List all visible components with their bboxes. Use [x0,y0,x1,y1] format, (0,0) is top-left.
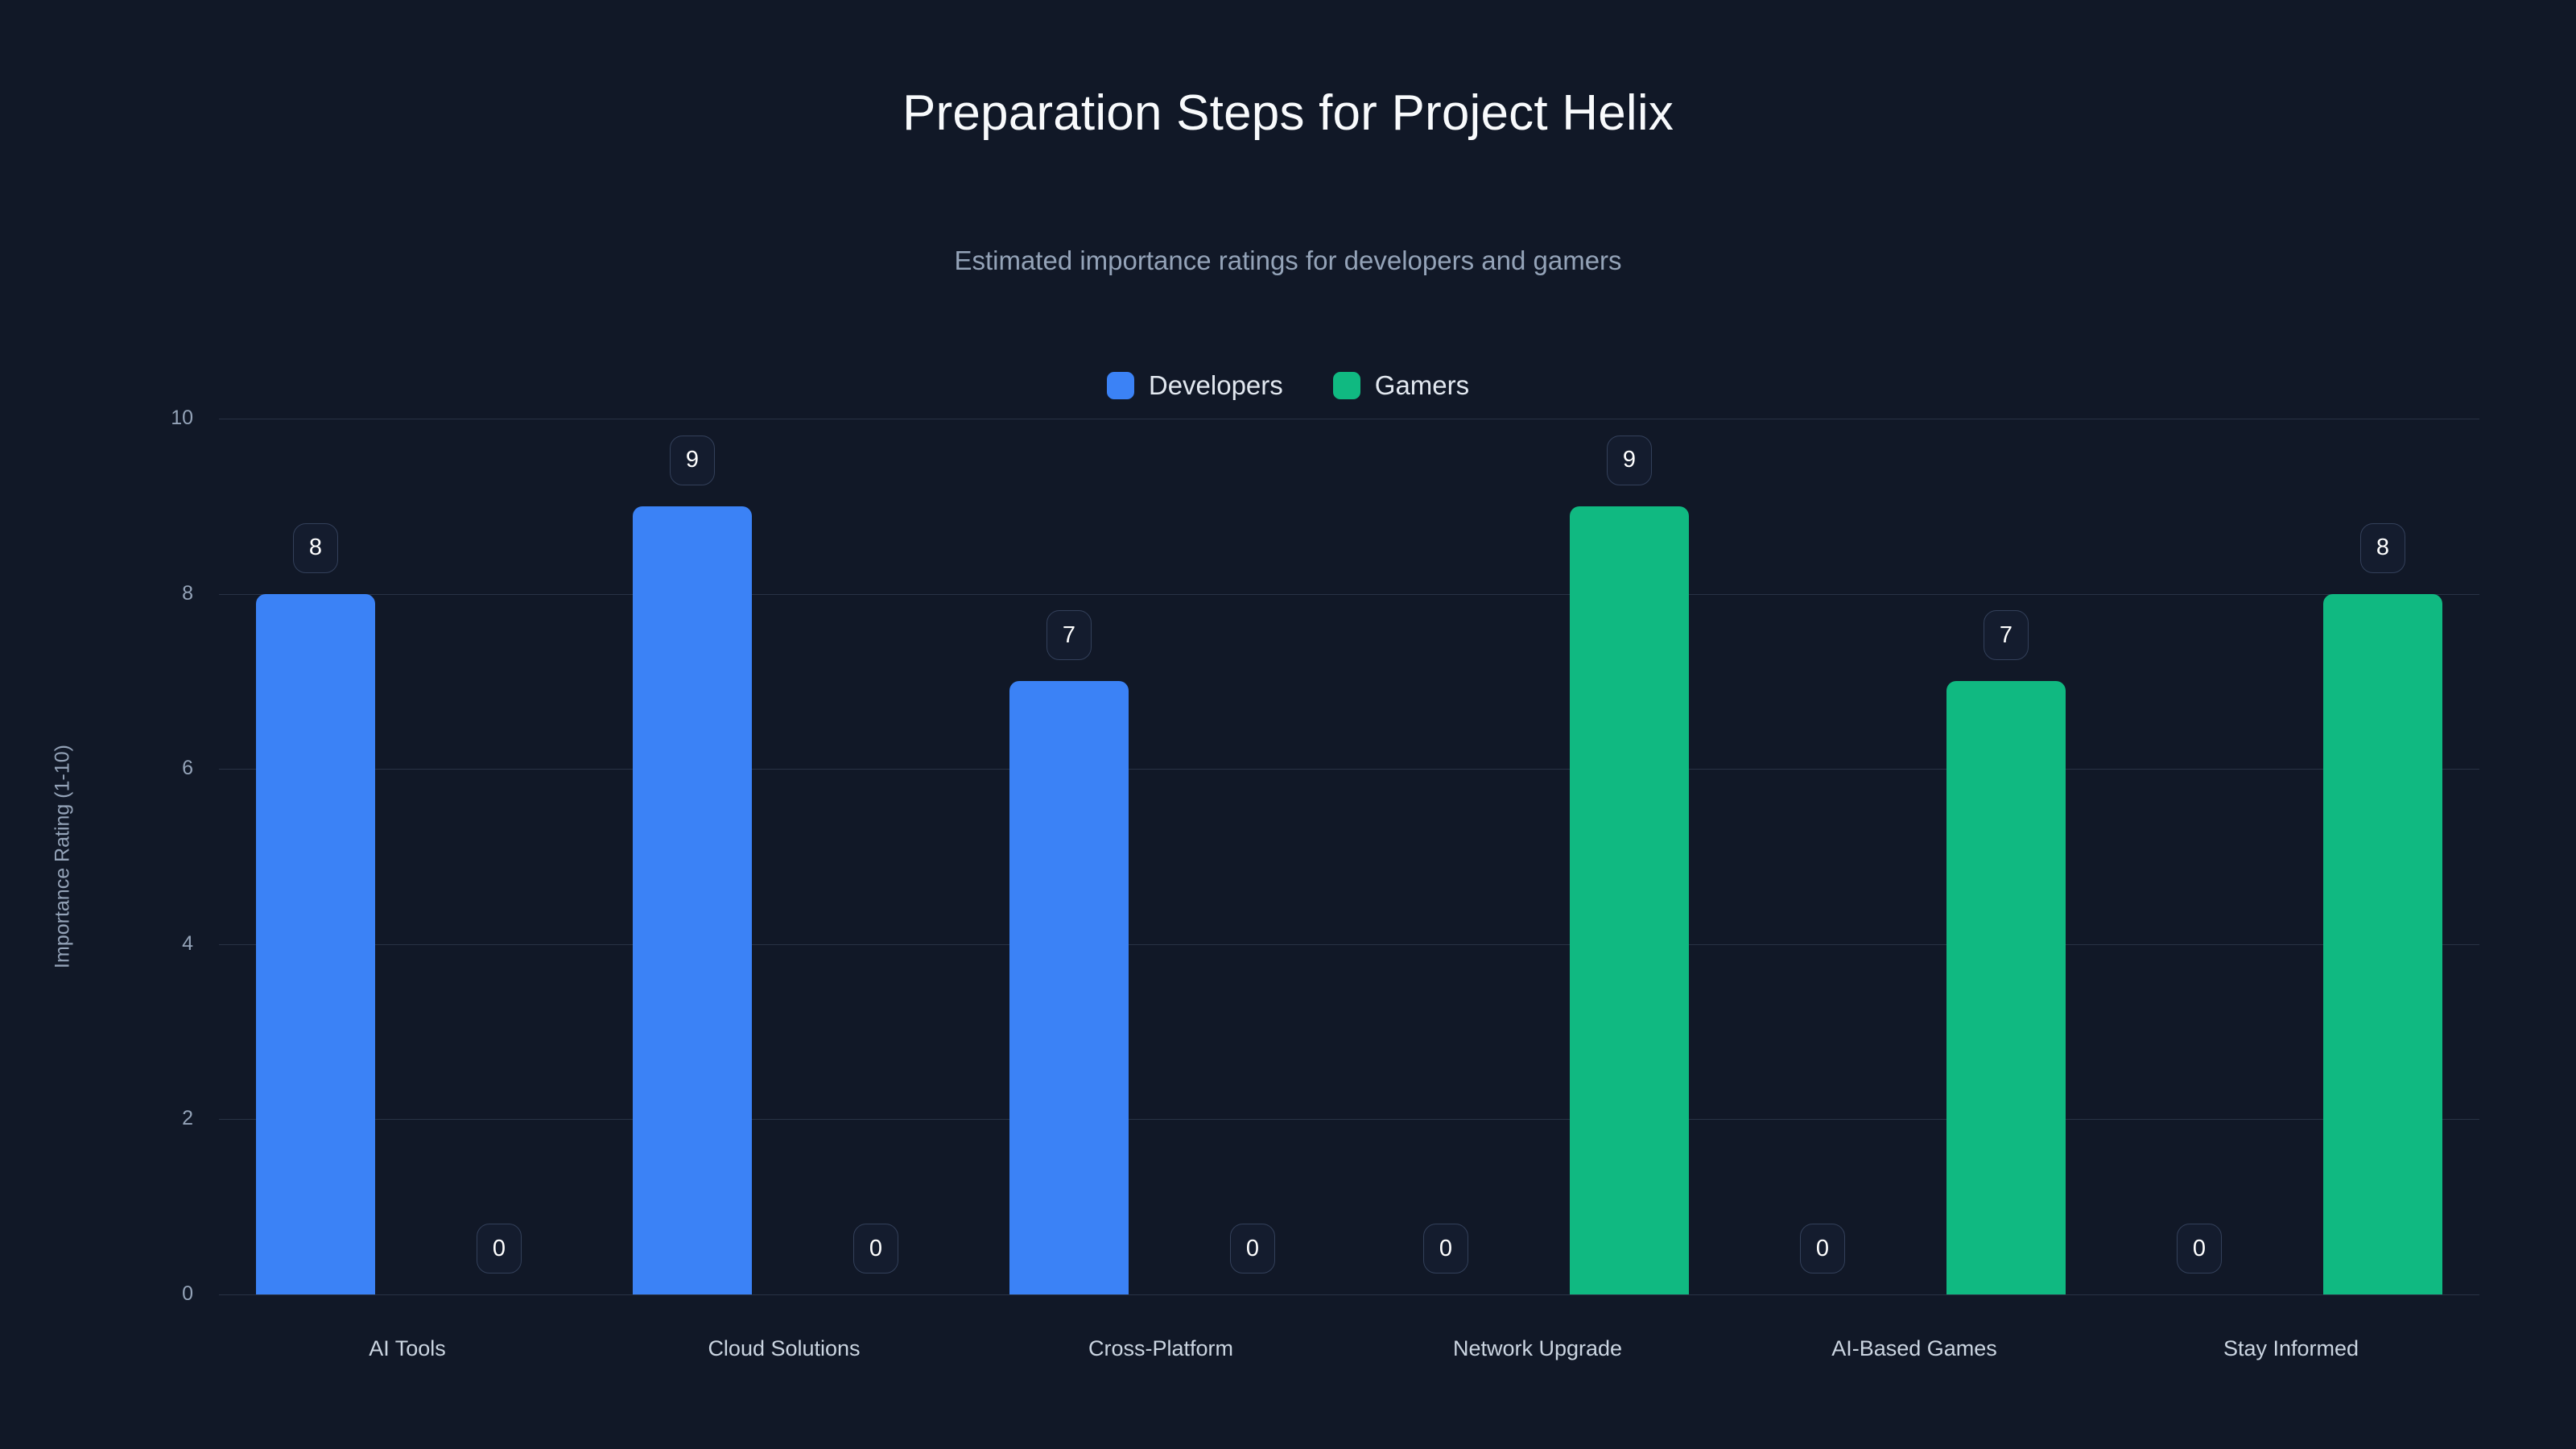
data-label-badge: 0 [2177,1224,2222,1274]
chart-title: Preparation Steps for Project Helix [902,85,1674,141]
data-label-badge: 9 [1607,435,1652,485]
y-axis-tick-label: 6 [182,757,193,780]
bar-gamers-3[interactable] [1570,506,1689,1294]
y-axis-tick-label: 10 [171,407,193,429]
data-label-badge: 0 [1800,1224,1845,1274]
gridline [219,1119,2479,1121]
y-axis-tick-label: 4 [182,931,193,955]
y-axis-tick-label: 8 [182,581,193,605]
bar-developers-1[interactable] [633,506,752,1294]
x-axis-tick-label: Stay Informed [2223,1336,2359,1360]
y-axis-tick-label: 2 [182,1107,193,1130]
gridline [219,769,2479,770]
bar-developers-0[interactable] [256,593,375,1294]
legend-item-label: Gamers [1374,370,1470,400]
y-axis-tick-label: 0 [182,1282,193,1305]
data-label-badge: 7 [1984,610,2029,661]
gridline [219,943,2479,945]
data-label-badge: 8 [2360,522,2405,573]
x-axis-tick-label: Network Upgrade [1452,1336,1623,1360]
legend-swatch-icon [1106,372,1134,399]
data-label-badge: 9 [670,435,715,485]
chart-legend: Developers Gamers [0,370,2576,401]
legend-swatch-icon [1332,372,1360,399]
data-label-badge: 0 [853,1224,898,1274]
data-label-badge: 8 [293,522,338,573]
gridline [219,1294,2479,1295]
bar-gamers-4[interactable] [1946,681,2066,1294]
x-axis-tick-label: Cloud Solutions [708,1336,861,1360]
y-axis-title: Importance Rating (1-10) [51,745,74,968]
legend-item-label: Developers [1148,370,1283,400]
bar-gamers-5[interactable] [2323,593,2442,1294]
legend-item-developers[interactable]: Developers [1106,370,1283,401]
x-axis-tick-label: AI Tools [369,1336,446,1360]
x-axis-tick-label: AI-Based Games [1831,1336,1997,1360]
data-label-badge: 0 [477,1224,522,1274]
chart-subtitle: Estimated importance ratings for develop… [954,246,1622,275]
data-label-badge: 0 [1230,1224,1275,1274]
data-label-badge: 0 [1423,1224,1468,1274]
gridline [219,593,2479,595]
x-axis-tick-label: Cross-Platform [1088,1336,1234,1360]
legend-item-gamers[interactable]: Gamers [1332,370,1470,401]
plot-area: 8 0 9 0 7 0 0 9 0 7 0 8 [219,419,2479,1295]
data-label-badge: 7 [1046,610,1092,661]
bar-developers-2[interactable] [1009,681,1129,1294]
